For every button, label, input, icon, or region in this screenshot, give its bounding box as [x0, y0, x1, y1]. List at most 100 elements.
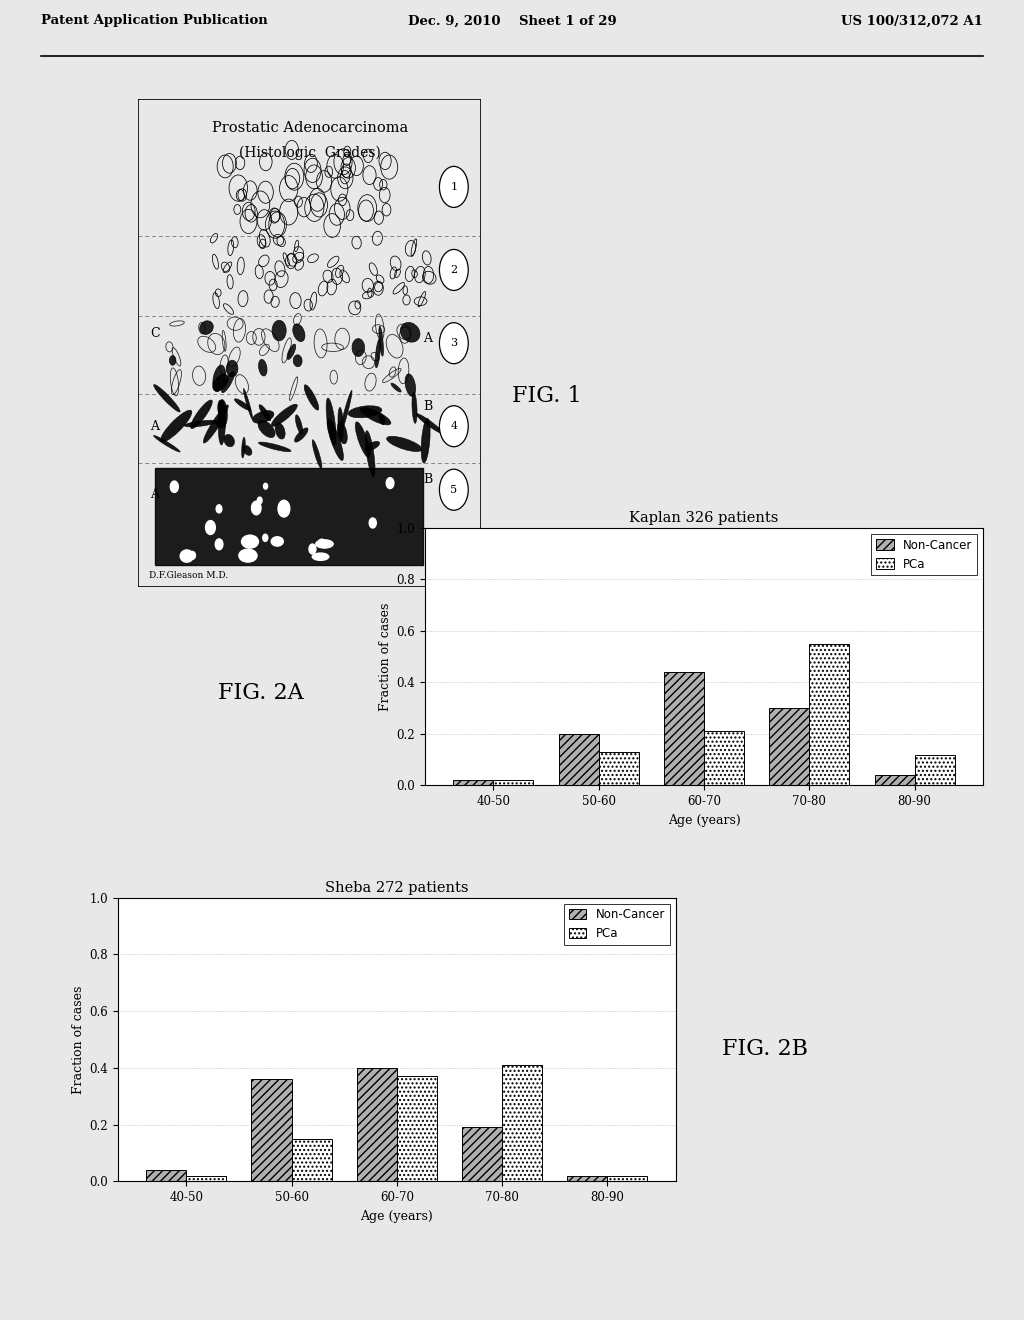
- Ellipse shape: [293, 355, 302, 367]
- Ellipse shape: [154, 384, 180, 412]
- Bar: [186, 1176, 226, 1181]
- Ellipse shape: [360, 408, 391, 425]
- Bar: [809, 644, 849, 785]
- Ellipse shape: [218, 400, 227, 426]
- Circle shape: [386, 478, 394, 488]
- Circle shape: [263, 535, 268, 541]
- Ellipse shape: [352, 339, 365, 356]
- Text: FIG. 2B: FIG. 2B: [722, 1039, 808, 1060]
- Circle shape: [263, 483, 267, 490]
- Text: 1: 1: [451, 182, 458, 191]
- Ellipse shape: [355, 422, 370, 458]
- Text: 2: 2: [451, 265, 458, 275]
- Ellipse shape: [412, 392, 417, 424]
- Ellipse shape: [272, 321, 286, 341]
- Ellipse shape: [224, 434, 234, 446]
- Ellipse shape: [154, 436, 180, 451]
- Text: US 100/312,072 A1: US 100/312,072 A1: [841, 15, 983, 28]
- Ellipse shape: [406, 374, 416, 396]
- Legend: Non-Cancer, PCa: Non-Cancer, PCa: [564, 903, 670, 945]
- Circle shape: [279, 500, 290, 517]
- Ellipse shape: [226, 360, 238, 378]
- Ellipse shape: [275, 422, 285, 440]
- Text: B: B: [423, 400, 432, 413]
- Bar: [462, 1127, 502, 1181]
- Ellipse shape: [218, 400, 225, 445]
- Bar: [156, 467, 423, 565]
- Ellipse shape: [338, 408, 343, 441]
- Ellipse shape: [244, 388, 253, 420]
- Bar: [769, 708, 809, 785]
- Ellipse shape: [387, 437, 422, 451]
- Circle shape: [439, 469, 468, 511]
- Ellipse shape: [375, 339, 380, 368]
- Ellipse shape: [315, 539, 334, 549]
- Ellipse shape: [391, 383, 401, 392]
- Ellipse shape: [416, 413, 443, 433]
- Text: (Histologic  Grades): (Histologic Grades): [239, 145, 381, 160]
- Ellipse shape: [379, 413, 385, 425]
- Ellipse shape: [327, 418, 343, 461]
- Ellipse shape: [204, 405, 228, 444]
- Bar: [494, 780, 534, 785]
- Ellipse shape: [271, 404, 297, 426]
- Ellipse shape: [234, 399, 251, 411]
- Bar: [914, 755, 954, 785]
- Ellipse shape: [200, 321, 213, 334]
- Ellipse shape: [184, 420, 217, 426]
- Text: Dec. 9, 2010    Sheet 1 of 29: Dec. 9, 2010 Sheet 1 of 29: [408, 15, 616, 28]
- Ellipse shape: [216, 421, 225, 428]
- Circle shape: [216, 504, 222, 513]
- Text: B: B: [423, 474, 432, 487]
- Text: C: C: [151, 327, 160, 341]
- Ellipse shape: [327, 399, 336, 445]
- Ellipse shape: [400, 322, 420, 342]
- Ellipse shape: [293, 323, 305, 342]
- Circle shape: [370, 517, 376, 528]
- Ellipse shape: [421, 418, 430, 463]
- Bar: [454, 780, 494, 785]
- Text: 3: 3: [451, 338, 458, 348]
- Text: A: A: [423, 331, 432, 345]
- Ellipse shape: [295, 428, 308, 442]
- Ellipse shape: [188, 550, 197, 560]
- Ellipse shape: [213, 366, 225, 392]
- Ellipse shape: [287, 345, 296, 359]
- Ellipse shape: [258, 442, 291, 451]
- Ellipse shape: [239, 548, 258, 562]
- Text: D.F.Gleason M.D.: D.F.Gleason M.D.: [148, 572, 227, 579]
- X-axis label: Age (years): Age (years): [360, 1209, 433, 1222]
- Circle shape: [252, 502, 261, 515]
- Ellipse shape: [337, 422, 347, 444]
- X-axis label: Age (years): Age (years): [668, 813, 740, 826]
- Ellipse shape: [221, 372, 234, 392]
- Ellipse shape: [242, 437, 245, 458]
- Circle shape: [206, 520, 215, 535]
- Bar: [607, 1176, 647, 1181]
- Circle shape: [439, 249, 468, 290]
- Y-axis label: Fraction of cases: Fraction of cases: [379, 602, 392, 711]
- Ellipse shape: [241, 535, 259, 549]
- Text: 4: 4: [451, 421, 458, 432]
- Ellipse shape: [169, 355, 176, 366]
- Ellipse shape: [366, 430, 375, 477]
- Bar: [567, 1176, 607, 1181]
- Ellipse shape: [258, 420, 275, 438]
- Ellipse shape: [218, 400, 221, 413]
- Title: Sheba 272 patients: Sheba 272 patients: [325, 880, 469, 895]
- Text: A: A: [151, 420, 160, 433]
- Ellipse shape: [304, 384, 318, 411]
- Ellipse shape: [379, 326, 383, 356]
- Ellipse shape: [365, 441, 380, 450]
- Text: Patent Application Publication: Patent Application Publication: [41, 15, 267, 28]
- Ellipse shape: [270, 536, 284, 546]
- Y-axis label: Fraction of cases: Fraction of cases: [72, 985, 85, 1094]
- Bar: [502, 1065, 542, 1181]
- Circle shape: [215, 539, 223, 550]
- Bar: [292, 1139, 332, 1181]
- Text: A: A: [151, 488, 160, 502]
- Bar: [705, 731, 744, 785]
- Circle shape: [439, 322, 468, 364]
- Bar: [874, 775, 914, 785]
- Ellipse shape: [179, 549, 195, 562]
